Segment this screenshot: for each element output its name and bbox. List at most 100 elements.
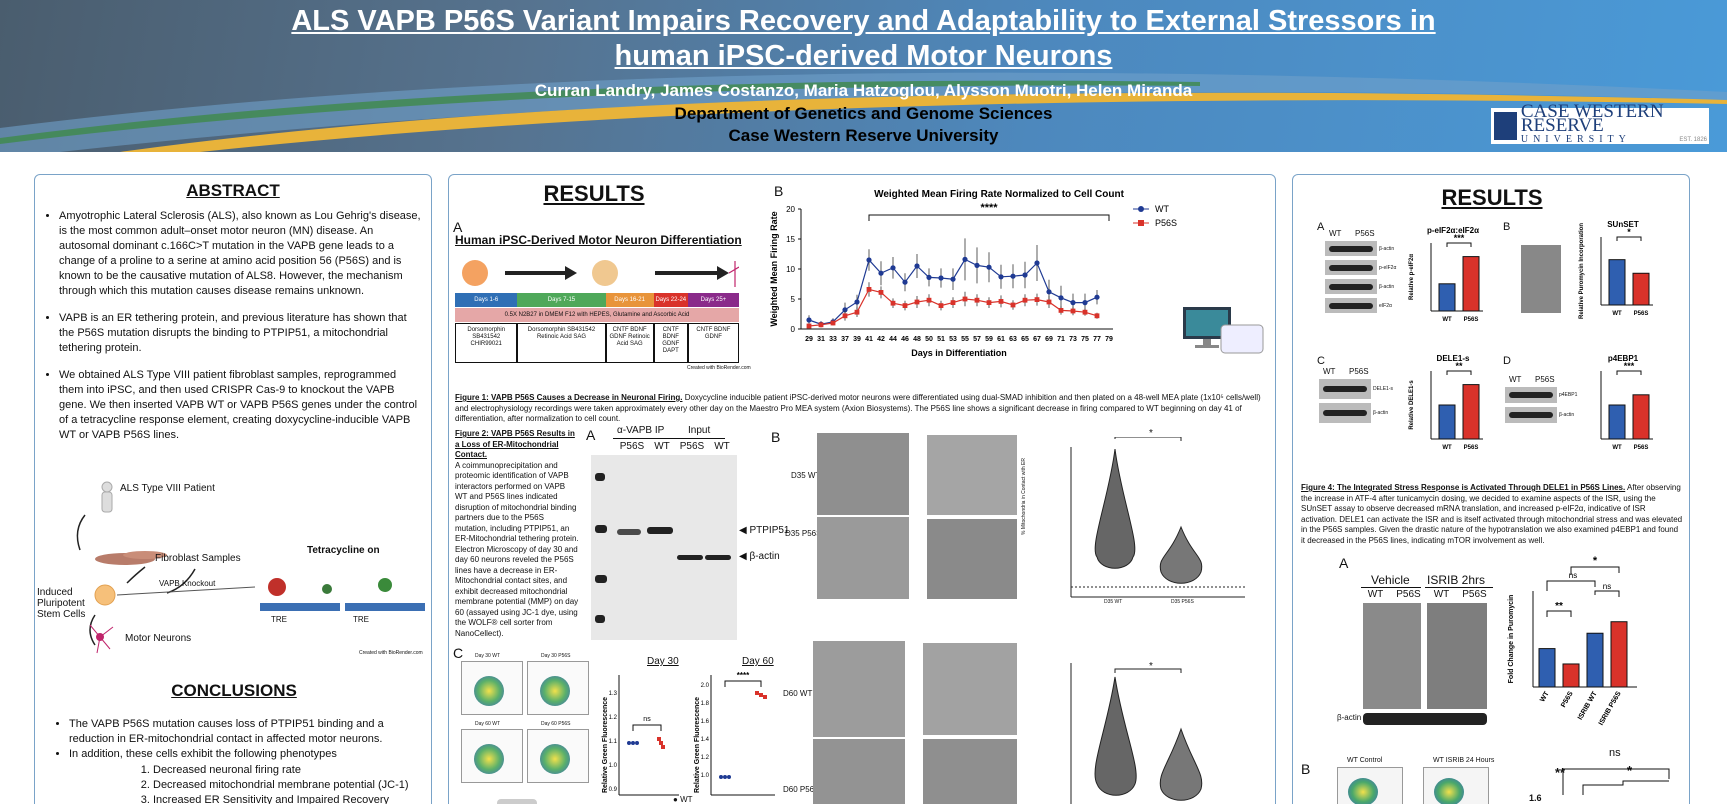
isrib-category: ISRIB WT	[1577, 690, 1599, 721]
blot-lane-label: WT	[714, 441, 730, 452]
sig-label: ****	[980, 202, 998, 214]
differentiation-icons	[455, 253, 740, 293]
bar-ylabel: Relative DELE1-s	[1409, 380, 1415, 430]
point-WT	[902, 279, 908, 285]
blot-band-label: p-eIF2α	[1379, 264, 1397, 271]
bar	[1462, 256, 1480, 312]
x-tick-label: 67	[1033, 336, 1041, 343]
point-P56S	[854, 309, 860, 315]
x-tick-label: 41	[865, 336, 873, 343]
em-zoom-d35p56s	[927, 519, 1017, 599]
isrib-blot-vehicle	[1363, 603, 1421, 709]
jc1-point-p56s	[763, 695, 767, 699]
point-P56S	[926, 297, 932, 303]
fig2-label-c: C	[453, 645, 464, 661]
point-P56S	[842, 313, 848, 319]
legend-label: WT	[1155, 204, 1169, 214]
poster-title: ALS VAPB P56S Variant Impairs Recovery a…	[291, 5, 1436, 72]
blot-lane-label: P56S	[1349, 367, 1369, 376]
bar-category: P56S	[1464, 317, 1479, 323]
bar-category: WT	[1442, 445, 1452, 451]
blot-band	[1329, 283, 1373, 290]
point-P56S	[1022, 297, 1028, 303]
blot-lane-label: P56S	[1535, 375, 1555, 384]
jc1-ns: ns	[643, 716, 651, 723]
point-P56S	[998, 299, 1004, 304]
bar-p4ebp1: p4EBP1 WT P56S ***	[1600, 354, 1653, 451]
facs-ytick: 1.6	[1529, 793, 1542, 803]
facs-density	[474, 676, 504, 706]
point-WT	[1058, 295, 1064, 301]
point-P56S	[806, 323, 812, 329]
x-axis-label: Days in Differentiation	[911, 348, 1007, 358]
isrib-blot-treated	[1427, 603, 1487, 709]
point-WT	[854, 299, 860, 305]
em-image-d60p56s	[813, 739, 905, 804]
blot-lane-labels: P56S WT P56S WT	[617, 441, 737, 452]
point-P56S	[950, 300, 956, 305]
y-tick-label: 10	[786, 265, 795, 274]
em-zoom-d60p56s	[923, 739, 1017, 804]
blot-band-label: β-actin	[1379, 245, 1395, 252]
blot-band	[1329, 302, 1373, 309]
isrib-lane: P56S	[1396, 589, 1421, 600]
factor-table: Dorsomorphin SB431542 CHIR99021 Dorsomorp…	[455, 323, 739, 363]
y-axis-label: Weighted Mean Firing Rate	[769, 211, 779, 326]
abstract-paragraph-2: VAPB is an ER tethering protein, and pre…	[59, 311, 421, 356]
bar-title: p-eIF2α:eIF2α	[1427, 226, 1479, 235]
point-WT	[1010, 273, 1016, 279]
jc1-point-wt	[635, 741, 639, 745]
point-P56S	[866, 287, 872, 292]
fig1-caption: Figure 1: VAPB P56S Causes a Decrease in…	[455, 393, 1273, 425]
fig4-caption-body: After observing the increase in ATF-4 af…	[1301, 483, 1683, 545]
band-bactin: ◀ β-actin	[739, 551, 780, 562]
facs-plot	[461, 729, 523, 783]
x-tick-label: 51	[937, 336, 945, 343]
point-P56S	[1070, 308, 1076, 314]
facs-title: Day 30 P56S	[541, 653, 571, 659]
point-WT	[986, 264, 992, 270]
bar-ylabel: Relative p-eIF2α	[1409, 254, 1415, 300]
em-d35p-label: D35 P56S	[785, 529, 822, 538]
em-d35wt-label: D35 WT	[791, 471, 821, 480]
em-image-d35wt	[817, 433, 909, 515]
bar-sig: ***	[1454, 233, 1465, 243]
abstract-panel: ABSTRACT Amyotrophic Lateral Sclerosis (…	[34, 174, 432, 804]
x-tick-label: 63	[1009, 336, 1017, 343]
jc1-day30-title: Day 30	[647, 656, 679, 667]
jc1-bracket-2	[724, 680, 762, 687]
isrib-actin-label: β-actin	[1337, 713, 1362, 722]
blot-dele1: WT P56S DELE1-s β-actin	[1317, 367, 1401, 429]
authors: Curran Landry, James Costanzo, Maria Hat…	[534, 81, 1193, 100]
fig2-caption-body: A coimmunoprecipitation and proteomic id…	[455, 460, 579, 638]
poster-header: ALS VAPB P56S Variant Impairs Recovery a…	[0, 0, 1727, 152]
fig4-caption: Figure 4: The Integrated Stress Response…	[1301, 483, 1683, 546]
isrib-category: WT	[1539, 690, 1551, 704]
factor-cell: Dorsomorphin SB431542 CHIR99021	[455, 323, 518, 363]
jc1-point-wt	[727, 775, 731, 779]
point-P56S	[1010, 302, 1016, 308]
logo-est: EST. 1826	[1679, 137, 1707, 143]
y-tick-label: 15	[786, 235, 795, 244]
jc1-tick: 1.0	[609, 763, 618, 769]
bar-sig: ***	[1624, 361, 1635, 371]
x-tick-label: 42	[877, 336, 885, 343]
bar-sunset: SUnSET Relative Puromycin Incorporation WT…	[1579, 220, 1653, 319]
violin-plot-d60	[1070, 663, 1203, 804]
bar-category: WT	[1442, 317, 1452, 323]
fig2-label-a: A	[586, 427, 596, 443]
blot-band-label: p4EBP1	[1559, 392, 1578, 398]
point-P56S	[1082, 309, 1088, 315]
fig1-caption-title: Figure 1: VAPB P56S Causes a Decrease in…	[455, 393, 683, 402]
knockout-diagram: ALS Type VIII Patient Fibroblast Samples…	[35, 475, 431, 656]
differentiation-title: Human iPSC-Derived Motor Neuron Differen…	[455, 233, 742, 247]
jc1-tick: 2.0	[701, 683, 710, 689]
isrib-bracket-ns2	[1594, 590, 1620, 597]
fig4-caption-title: Figure 4: The Integrated Stress Response…	[1301, 483, 1626, 492]
jc1-tick: 1.2	[701, 755, 710, 761]
diagram-motor-label: Motor Neurons	[125, 633, 192, 644]
blot-band	[1509, 412, 1553, 418]
x-tick-label: 59	[985, 336, 993, 343]
facs-plots: Day 30 WT Day 30 P56S Day 60 WT Day 60 P56S	[461, 653, 593, 804]
bar-bracket	[1446, 242, 1472, 247]
